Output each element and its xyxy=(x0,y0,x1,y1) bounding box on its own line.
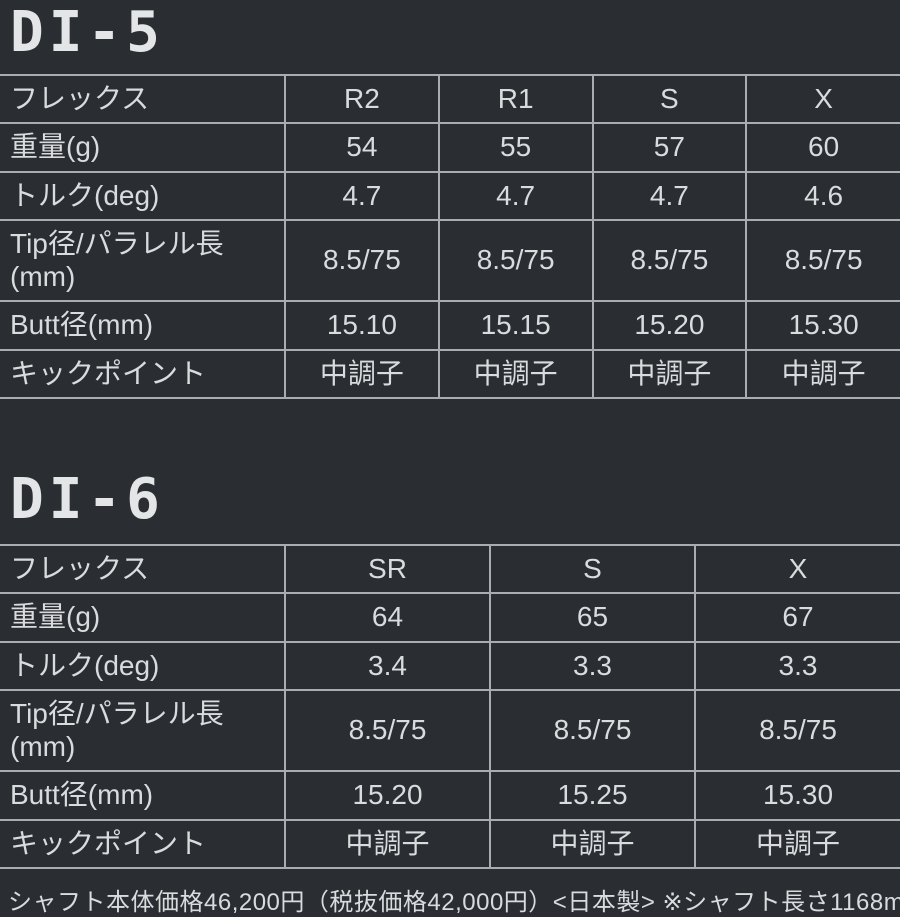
spec-value: 3.3 xyxy=(489,640,695,692)
spec-value: SR xyxy=(284,543,490,595)
table-row-tip: Tip径/パラレル長(mm) 8.5/75 8.5/75 8.5/75 xyxy=(0,689,900,773)
row-label-torque: トルク(deg) xyxy=(0,640,285,692)
spec-value: 8.5/75 xyxy=(591,219,747,303)
spec-value: 55 xyxy=(437,122,593,173)
section-title-di5: DI-5 xyxy=(10,0,165,65)
spec-value: 中調子 xyxy=(284,348,439,400)
table-row-flex: フレックス SR S X xyxy=(0,543,900,595)
table-row-butt: Butt径(mm) 15.20 15.25 15.30 xyxy=(0,770,900,821)
row-label-torque: トルク(deg) xyxy=(0,170,285,222)
spec-value: 8.5/75 xyxy=(284,219,439,303)
spec-value: S xyxy=(591,73,747,125)
price-note: シャフト本体価格46,200円（税抜価格42,000円）<日本製> ※シャフト長… xyxy=(8,889,900,916)
spec-value: 15.20 xyxy=(284,770,490,821)
spec-value: X xyxy=(694,543,900,595)
row-label-flex: フレックス xyxy=(0,73,285,125)
spec-value: 3.3 xyxy=(694,640,900,692)
table-row-flex: フレックス R2 R1 S X xyxy=(0,73,900,125)
spec-value: 8.5/75 xyxy=(489,689,695,773)
spec-value: 中調子 xyxy=(489,818,695,870)
spec-table-di6: フレックス SR S X 重量(g) 64 65 67 トルク(deg) 3.4… xyxy=(0,543,900,870)
table-row-kickpoint: キックポイント 中調子 中調子 中調子 xyxy=(0,818,900,870)
section-di6: DI-6 フレックス SR S X 重量(g) 64 65 67 xyxy=(0,467,900,870)
table-row-tip: Tip径/パラレル長(mm) 8.5/75 8.5/75 8.5/75 8.5/… xyxy=(0,219,900,303)
table-row-weight: 重量(g) 54 55 57 60 xyxy=(0,122,900,173)
table-row-butt: Butt径(mm) 15.10 15.15 15.20 15.30 xyxy=(0,300,900,351)
row-label-butt: Butt径(mm) xyxy=(0,300,285,351)
spec-value: 8.5/75 xyxy=(694,689,900,773)
spec-value: 4.7 xyxy=(284,170,439,222)
spec-value: 中調子 xyxy=(437,348,593,400)
spec-value: 3.4 xyxy=(284,640,490,692)
spec-value: 4.7 xyxy=(437,170,593,222)
spec-value: S xyxy=(489,543,695,595)
spec-value: 57 xyxy=(591,122,747,173)
row-label-weight: 重量(g) xyxy=(0,592,285,643)
table-row-torque: トルク(deg) 4.7 4.7 4.7 4.6 xyxy=(0,170,900,222)
row-label-weight: 重量(g) xyxy=(0,122,285,173)
table-row-kickpoint: キックポイント 中調子 中調子 中調子 中調子 xyxy=(0,348,900,400)
spec-value: 60 xyxy=(745,122,900,173)
spec-value: 4.6 xyxy=(745,170,900,222)
spec-value: 8.5/75 xyxy=(437,219,593,303)
spec-value: 8.5/75 xyxy=(745,219,900,303)
spec-value: 中調子 xyxy=(591,348,747,400)
spec-value: 15.25 xyxy=(489,770,695,821)
spec-value: 15.30 xyxy=(745,300,900,351)
spec-value: 8.5/75 xyxy=(284,689,490,773)
row-label-kickpoint: キックポイント xyxy=(0,348,285,400)
spec-value: 中調子 xyxy=(745,348,900,400)
section-di5: DI-5 フレックス R2 R1 S X 重量(g) 54 55 57 xyxy=(0,0,900,400)
spec-value: 15.10 xyxy=(284,300,439,351)
row-label-kickpoint: キックポイント xyxy=(0,818,285,870)
spec-value: R2 xyxy=(284,73,439,125)
table-row-weight: 重量(g) 64 65 67 xyxy=(0,592,900,643)
row-label-flex: フレックス xyxy=(0,543,285,595)
spec-value: 中調子 xyxy=(694,818,900,870)
spec-value: 15.15 xyxy=(437,300,593,351)
spec-value: X xyxy=(745,73,900,125)
section-title-di6: DI-6 xyxy=(10,467,165,532)
spec-value: 54 xyxy=(284,122,439,173)
spec-value: 15.20 xyxy=(591,300,747,351)
row-label-tip-parallel: Tip径/パラレル長(mm) xyxy=(0,689,285,773)
spec-value: 4.7 xyxy=(591,170,747,222)
spec-value: 65 xyxy=(489,592,695,643)
spec-value: R1 xyxy=(437,73,593,125)
table-row-torque: トルク(deg) 3.4 3.3 3.3 xyxy=(0,640,900,692)
spec-value: 中調子 xyxy=(284,818,490,870)
spec-value: 15.30 xyxy=(694,770,900,821)
row-label-butt: Butt径(mm) xyxy=(0,770,285,821)
spec-value: 67 xyxy=(694,592,900,643)
row-label-tip-parallel: Tip径/パラレル長(mm) xyxy=(0,219,285,303)
spec-value: 64 xyxy=(284,592,490,643)
spec-table-di5: フレックス R2 R1 S X 重量(g) 54 55 57 60 トルク(de… xyxy=(0,73,900,400)
